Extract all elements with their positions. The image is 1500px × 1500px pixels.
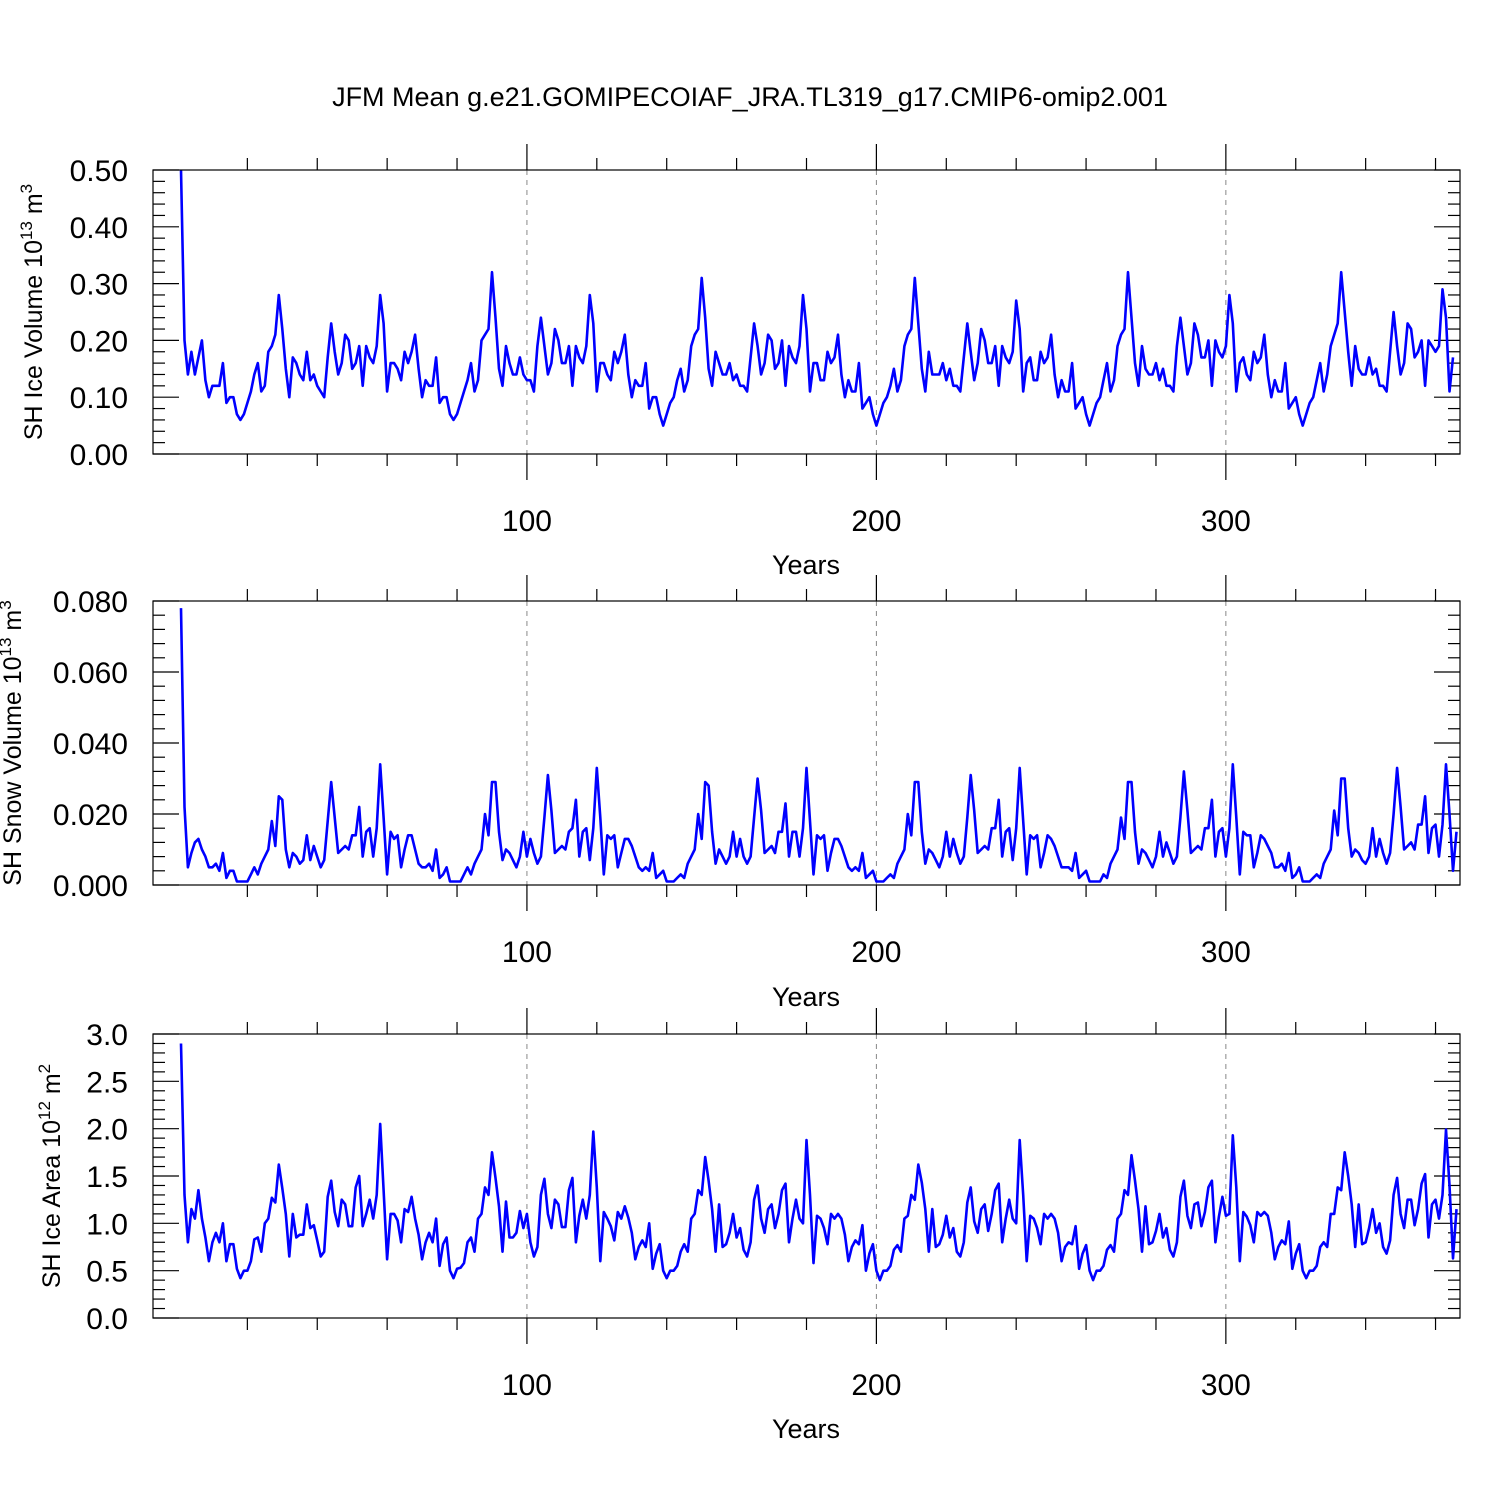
xtick-label-300-snow-volume: 300: [1201, 936, 1251, 969]
xtick-label-100-snow-volume: 100: [502, 936, 552, 969]
xtick-label-100-ice-area: 100: [502, 1369, 552, 1402]
ytick-label-0.40-ice-volume: 0.40: [70, 212, 128, 245]
series-line-snow-volume: [179, 608, 1458, 883]
ytick-label-0.0-ice-area: 0.0: [86, 1303, 128, 1336]
ytick-label-0.000-snow-volume: 0.000: [53, 870, 128, 903]
plot-frame-ice-volume: [152, 169, 1461, 455]
ytick-label-1.0-ice-area: 1.0: [86, 1208, 128, 1241]
xtick-label-100-ice-volume: 100: [502, 505, 552, 538]
series-line-ice-volume: [179, 169, 1455, 427]
xtick-label-200-snow-volume: 200: [851, 936, 901, 969]
ytick-label-2.5-ice-area: 2.5: [86, 1066, 128, 1099]
panel-ice-area: SH Ice Area 1012 m2 Years 100 200 300 0.0 0.…: [35, 1008, 1461, 1444]
series-line-ice-area: [179, 1043, 1458, 1282]
xtick-label-200-ice-area: 200: [851, 1369, 901, 1402]
ytick-label-0.040-snow-volume: 0.040: [53, 728, 128, 761]
plot-frame-snow-volume: [152, 600, 1461, 886]
ytick-label-0.20-ice-volume: 0.20: [70, 325, 128, 358]
ylabel-snow-volume: SH Snow Volume 1013 m3: [0, 600, 27, 885]
xlabel-ice-area: Years: [772, 1414, 840, 1444]
ylabel-ice-volume: SH Ice Volume 1013 m3: [17, 184, 48, 440]
ytick-label-0.5-ice-area: 0.5: [86, 1256, 128, 1289]
plot-frame-ice-area: [152, 1033, 1461, 1319]
ytick-label-0.10-ice-volume: 0.10: [70, 382, 128, 415]
xlabel-snow-volume: Years: [772, 982, 840, 1012]
panel-ice-volume: SH Ice Volume 1013 m3 Years 100 200 300 0.0…: [17, 144, 1461, 580]
xtick-label-300-ice-volume: 300: [1201, 505, 1251, 538]
ytick-label-0.060-snow-volume: 0.060: [53, 657, 128, 690]
xlabel-ice-volume: Years: [772, 550, 840, 580]
xtick-label-300-ice-area: 300: [1201, 1369, 1251, 1402]
ytick-label-1.5-ice-area: 1.5: [86, 1161, 128, 1194]
ytick-label-3.0-ice-area: 3.0: [86, 1019, 128, 1052]
ytick-label-0.080-snow-volume: 0.080: [53, 586, 128, 619]
ytick-label-2.0-ice-area: 2.0: [86, 1114, 128, 1147]
panel-snow-volume: SH Snow Volume 1013 m3 Years 100 200 300 0.…: [0, 575, 1461, 1012]
figure-title: JFM Mean g.e21.GOMIPECOIAF_JRA.TL319_g17…: [332, 82, 1168, 112]
xtick-label-200-ice-volume: 200: [851, 505, 901, 538]
ytick-label-0.00-ice-volume: 0.00: [70, 439, 128, 472]
ylabel-ice-area: SH Ice Area 1012 m2: [35, 1064, 66, 1288]
ytick-label-0.30-ice-volume: 0.30: [70, 269, 128, 302]
ytick-label-0.50-ice-volume: 0.50: [70, 155, 128, 188]
ytick-label-0.020-snow-volume: 0.020: [53, 799, 128, 832]
